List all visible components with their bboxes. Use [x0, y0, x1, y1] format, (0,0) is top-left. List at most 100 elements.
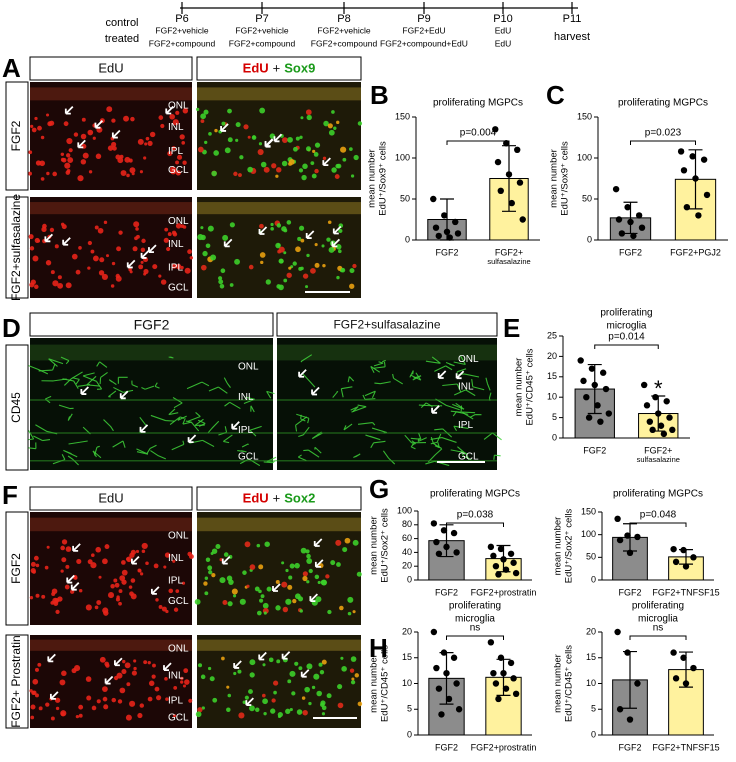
- nucleus: [302, 575, 308, 582]
- nucleus: [172, 119, 179, 126]
- nucleus: [57, 282, 64, 289]
- nucleus: [46, 171, 50, 176]
- nucleus: [60, 569, 64, 573]
- data-point: [640, 381, 648, 389]
- data-point: [512, 690, 520, 697]
- chart-title: proliferating: [600, 308, 652, 319]
- nucleus: [65, 564, 70, 569]
- microglia: [300, 354, 313, 363]
- nucleus: [175, 263, 182, 270]
- row-label-box: [5, 511, 29, 626]
- microglia: [340, 386, 353, 398]
- nucleus: [292, 261, 297, 266]
- timeline-row-label: control: [105, 17, 138, 29]
- microglia: [146, 444, 157, 455]
- nucleus: [133, 659, 137, 663]
- nucleus: [130, 593, 137, 600]
- data-point: [624, 204, 631, 211]
- nucleus: [140, 260, 144, 264]
- data-point: [692, 175, 699, 182]
- y-tick-label: 150: [577, 111, 592, 121]
- nucleus: [249, 564, 256, 570]
- nucleus: [143, 268, 149, 275]
- nucleus: [184, 267, 191, 274]
- nucleus: [285, 598, 292, 605]
- nucleus: [227, 693, 232, 698]
- data-point: [594, 402, 601, 409]
- significance-label: p=0.038: [457, 510, 494, 521]
- microglia: [353, 453, 361, 458]
- y-tick-label: 50: [582, 193, 592, 203]
- data-point: [638, 224, 646, 231]
- arrow: [72, 543, 81, 552]
- x-tick-label: FGF2: [618, 587, 641, 597]
- nucleus: [263, 611, 267, 615]
- microglia: [241, 443, 249, 448]
- nucleus: [67, 157, 74, 163]
- data-point: [503, 140, 510, 147]
- layer-label: ONL: [168, 100, 189, 111]
- nucleus: [30, 704, 36, 710]
- nucleus: [123, 115, 130, 122]
- nucleus: [331, 167, 337, 173]
- nucleus: [116, 246, 122, 252]
- nucleus: [259, 252, 266, 258]
- panel-header-text: EdU: [98, 491, 123, 506]
- nucleus: [249, 705, 255, 712]
- timeline-action: FGF2+EdU: [402, 25, 445, 35]
- nucleus: [244, 695, 249, 700]
- nucleus: [137, 712, 143, 719]
- data-point: [492, 126, 499, 133]
- nucleus: [271, 698, 276, 703]
- arrow: [70, 582, 80, 591]
- nucleus: [249, 659, 256, 666]
- nucleus: [45, 260, 52, 266]
- nucleus: [171, 146, 176, 151]
- microglia: [131, 380, 139, 388]
- layer-label: INL: [238, 392, 254, 403]
- row-label-box: [5, 344, 29, 471]
- microglia: [168, 408, 179, 416]
- nucleus: [237, 669, 242, 674]
- nucleus: [118, 589, 123, 594]
- nucleus: [28, 150, 33, 155]
- nucleus: [94, 225, 99, 230]
- data-point: [512, 569, 520, 577]
- nucleus: [175, 160, 179, 165]
- nucleus: [110, 284, 115, 288]
- data-point: [616, 536, 624, 544]
- nucleus: [188, 554, 194, 560]
- nucleus: [221, 121, 226, 126]
- x-tick-label: FGF2+: [644, 445, 672, 455]
- nucleus: [104, 544, 110, 550]
- nucleus: [115, 597, 121, 602]
- nucleus: [302, 273, 309, 279]
- nucleus: [217, 276, 223, 281]
- nucleus: [270, 222, 274, 227]
- nucleus: [354, 673, 359, 678]
- nucleus: [41, 594, 46, 599]
- data-point: [615, 216, 623, 223]
- data-point: [443, 670, 450, 677]
- arrow: [150, 586, 160, 595]
- arrow: [314, 559, 324, 568]
- nucleus: [103, 220, 108, 225]
- data-point: [585, 414, 593, 421]
- nucleus: [139, 703, 144, 708]
- nucleus: [262, 602, 269, 609]
- microglia: [303, 449, 320, 458]
- header-part: FGF2: [134, 316, 170, 332]
- nucleus: [288, 161, 293, 166]
- arrow: [221, 556, 231, 565]
- nucleus: [129, 700, 136, 707]
- layer-label: GCL: [458, 451, 479, 462]
- microglia: [493, 454, 501, 460]
- nucleus: [247, 166, 254, 173]
- nucleus: [94, 605, 99, 610]
- significance-bracket: [629, 522, 687, 527]
- nucleus: [60, 711, 66, 717]
- microglia: [434, 365, 453, 372]
- chart-title: proliferating: [449, 601, 501, 612]
- microglia: [171, 440, 185, 451]
- nucleus: [320, 702, 325, 708]
